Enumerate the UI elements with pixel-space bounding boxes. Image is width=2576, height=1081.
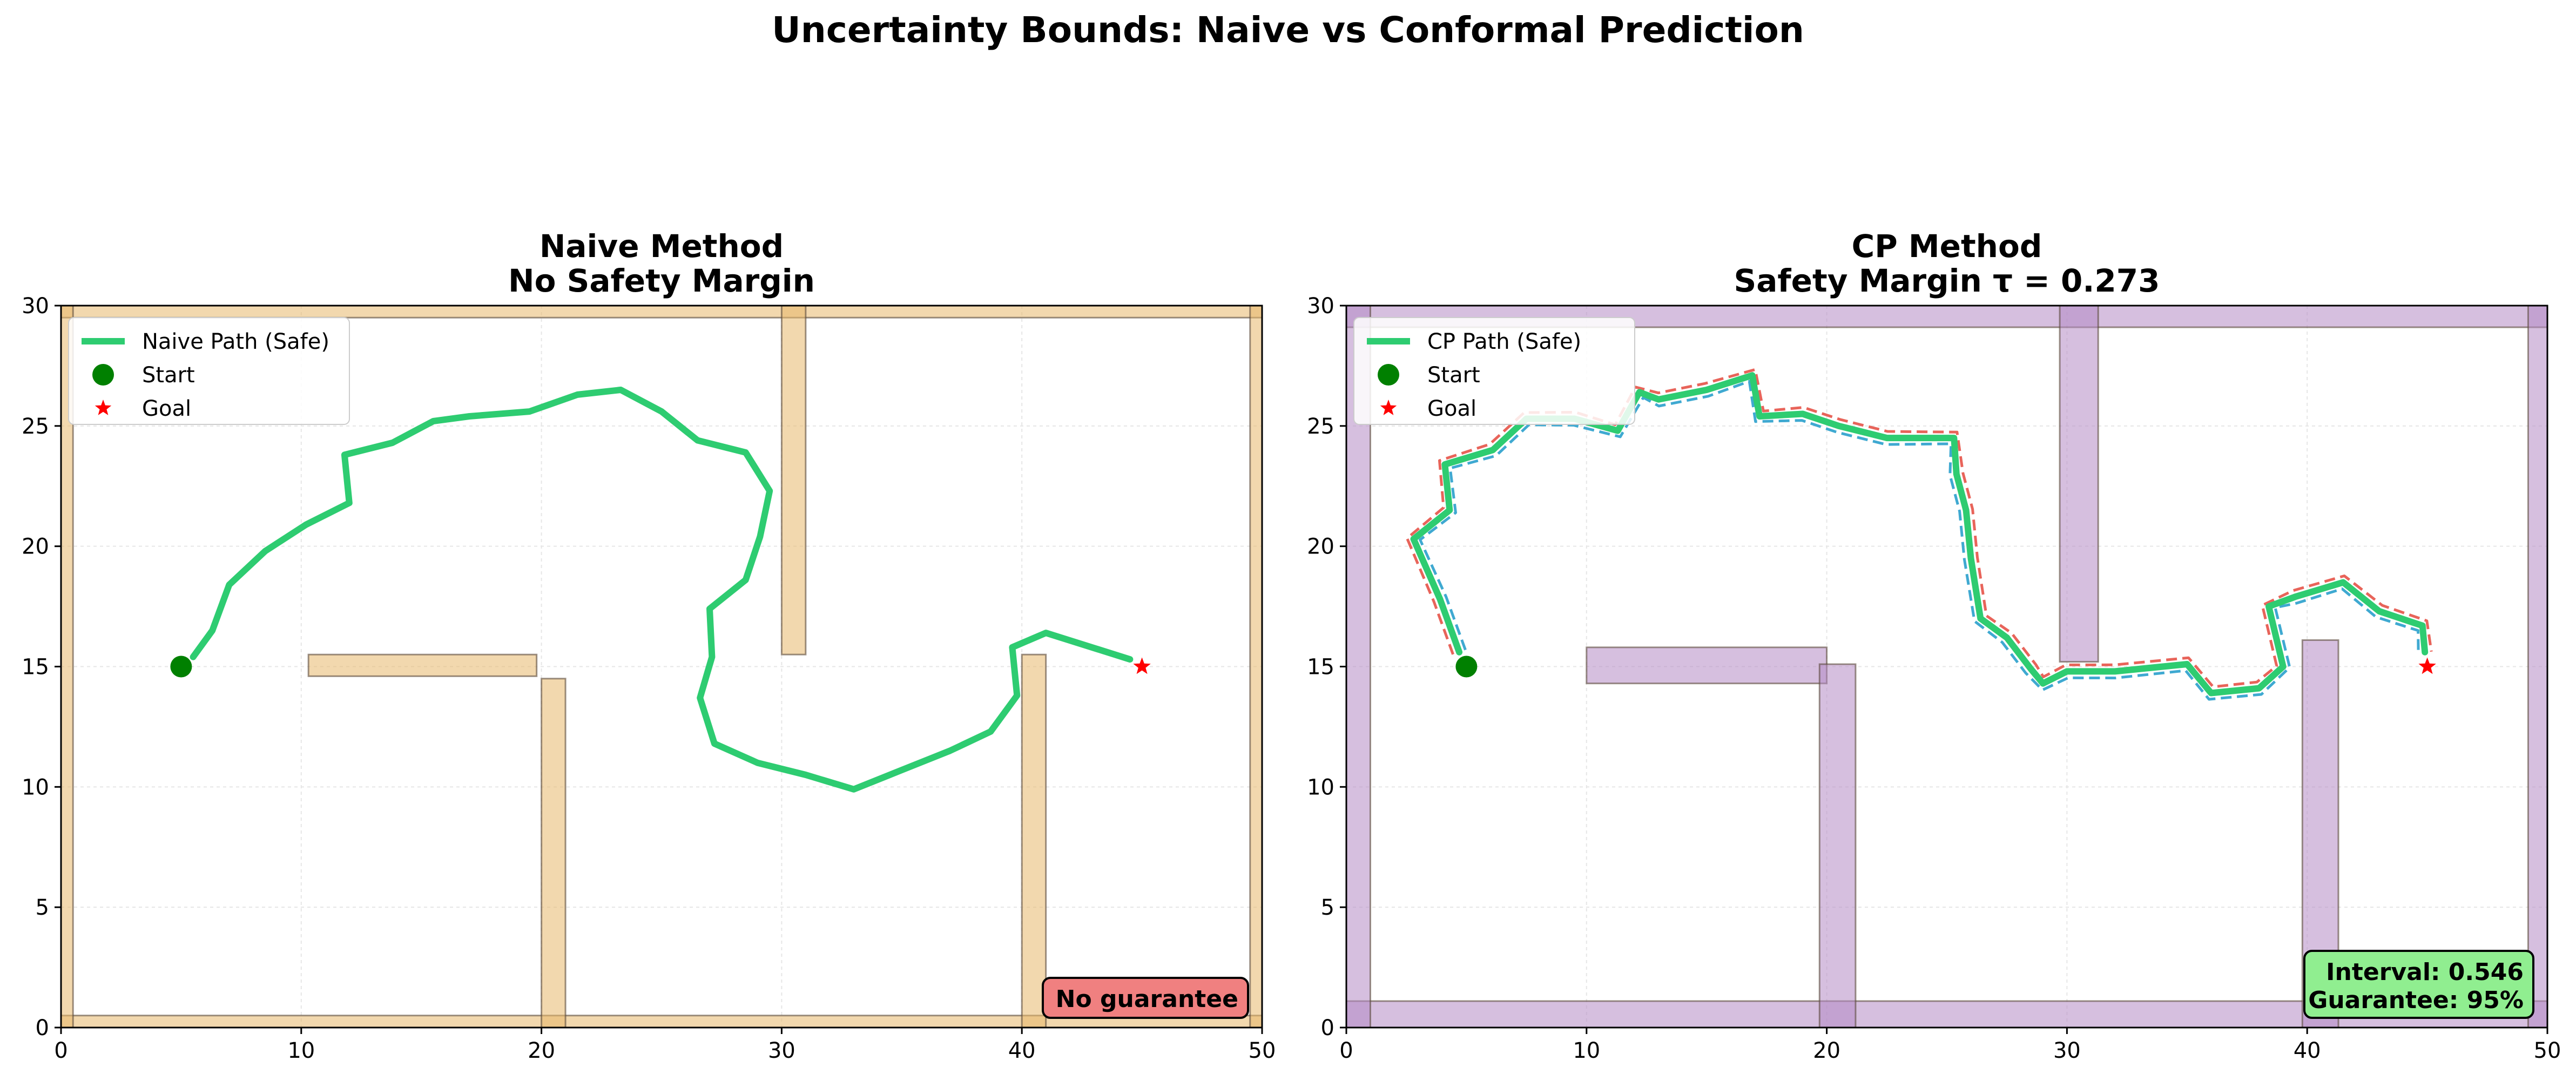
naive-obstacle-2 xyxy=(61,306,74,1028)
naive-annotation-line-1: No guarantee xyxy=(1056,985,1238,1013)
naive-obstacle-4 xyxy=(307,653,538,677)
cp-plot-content xyxy=(1346,306,2547,1028)
naive-title-line2: No Safety Margin xyxy=(508,262,815,299)
naive-xtick-label: 0 xyxy=(54,1038,68,1063)
cp-annotation-line-1: Interval: 0.546 xyxy=(2326,958,2524,986)
cp-goal-point xyxy=(2418,657,2436,674)
cp-start-point xyxy=(1455,656,1478,678)
naive-xtick-label: 20 xyxy=(528,1038,555,1063)
cp-xtick-label: 40 xyxy=(2294,1038,2321,1063)
cp-ytick-label: 15 xyxy=(1307,655,1334,680)
cp-legend-path-label: CP Path (Safe) xyxy=(1427,329,1581,354)
cp-obstacle-6 xyxy=(2059,306,2099,663)
cp-legend-box xyxy=(1353,317,1635,425)
naive-annotation-box xyxy=(1042,977,1249,1019)
cp-legend-goal-swatch xyxy=(1380,400,1397,415)
cp-ytick-label: 10 xyxy=(1307,775,1334,800)
naive-xtick-label: 30 xyxy=(768,1038,795,1063)
naive-title-line1: Naive Method xyxy=(540,228,784,265)
naive-xtick-label: 40 xyxy=(1008,1038,1036,1063)
figure-suptitle: Uncertainty Bounds: Naive vs Conformal P… xyxy=(772,9,1804,51)
cp-ytick-label: 20 xyxy=(1307,535,1334,559)
naive-legend-start-label: Start xyxy=(142,363,195,388)
cp-xtick-label: 30 xyxy=(2053,1038,2081,1063)
naive-obstacle-5 xyxy=(541,678,567,1028)
naive-xtick-label: 10 xyxy=(287,1038,315,1063)
cp-ytick-label: 25 xyxy=(1307,414,1334,439)
naive-legend-goal-swatch xyxy=(95,400,112,415)
naive-obstacle-6 xyxy=(780,306,807,656)
naive-ytick-label: 30 xyxy=(22,294,49,319)
cp-xtick-label: 20 xyxy=(1813,1038,1840,1063)
naive-ytick-label: 0 xyxy=(36,1016,49,1041)
naive-start-point xyxy=(170,656,192,678)
naive-obstacle-3 xyxy=(1249,306,1262,1028)
cp-title-line1: CP Method xyxy=(1852,228,2042,265)
naive-ytick-label: 25 xyxy=(22,414,49,439)
cp-xtick-label: 50 xyxy=(2534,1038,2561,1063)
cp-obstacle-4 xyxy=(1586,646,1828,685)
cp-ytick-label: 30 xyxy=(1307,294,1334,319)
naive-legend-box xyxy=(68,317,350,425)
naive-ytick-label: 20 xyxy=(22,535,49,559)
naive-ytick-label: 15 xyxy=(22,655,49,680)
cp-obstacle-5 xyxy=(1818,663,1857,1028)
naive-path-line xyxy=(190,387,1134,793)
cp-obstacle-2 xyxy=(1346,306,1371,1028)
cp-ytick-label: 5 xyxy=(1321,895,1334,920)
cp-upper-bound-line xyxy=(1406,368,2433,688)
cp-ytick-label: 0 xyxy=(1321,1016,1334,1041)
cp-xtick-label: 10 xyxy=(1573,1038,1600,1063)
naive-legend-start-swatch xyxy=(92,364,114,386)
cp-obstacle-3 xyxy=(2527,306,2547,1028)
cp-legend-start-label: Start xyxy=(1427,363,1480,388)
naive-ytick-label: 5 xyxy=(36,895,49,920)
naive-obstacle-7 xyxy=(1021,653,1047,1028)
cp-legend-goal-label: Goal xyxy=(1427,396,1476,421)
naive-xtick-label: 50 xyxy=(1249,1038,1276,1063)
naive-ytick-label: 10 xyxy=(22,775,49,800)
naive-obstacle-0 xyxy=(61,1015,1262,1028)
naive-legend-goal-label: Goal xyxy=(142,396,191,421)
cp-legend-start-swatch xyxy=(1378,364,1399,386)
cp-xtick-label: 0 xyxy=(1339,1038,1353,1063)
naive-goal-point xyxy=(1133,657,1151,674)
cp-title-line2: Safety Margin τ = 0.273 xyxy=(1734,262,2160,299)
cp-annotation-box xyxy=(2303,950,2534,1019)
naive-legend-path-label: Naive Path (Safe) xyxy=(142,329,329,354)
cp-annotation-line-2: Guarantee: 95% xyxy=(2308,987,2524,1014)
naive-obstacle-1 xyxy=(61,306,1262,319)
naive-plot-content xyxy=(61,306,1262,1028)
